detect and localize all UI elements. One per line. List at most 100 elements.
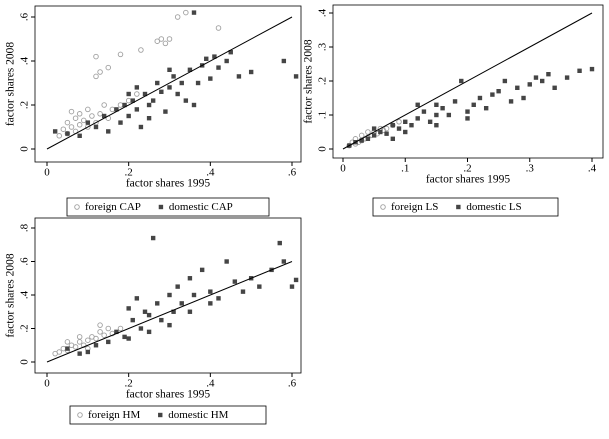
point bbox=[346, 142, 352, 149]
y-tick-label: .4 bbox=[19, 290, 31, 299]
point bbox=[515, 85, 520, 90]
x-tick-label: .4 bbox=[206, 167, 215, 179]
point bbox=[76, 122, 83, 128]
point bbox=[105, 64, 111, 71]
point bbox=[159, 317, 164, 323]
point bbox=[174, 14, 181, 20]
point bbox=[293, 74, 299, 79]
point bbox=[371, 126, 377, 131]
x-tick-label: .2 bbox=[125, 378, 133, 390]
point bbox=[508, 99, 514, 104]
x-tick-label: 0 bbox=[340, 163, 346, 175]
point bbox=[187, 309, 193, 314]
point bbox=[446, 112, 452, 118]
y-tick-label: 0 bbox=[317, 146, 329, 152]
point bbox=[564, 75, 570, 80]
point bbox=[134, 91, 140, 97]
point bbox=[65, 346, 70, 351]
point bbox=[409, 123, 414, 128]
point bbox=[415, 102, 420, 107]
point bbox=[158, 36, 165, 42]
y-tick-label: .2 bbox=[19, 324, 31, 332]
point bbox=[89, 113, 95, 119]
point bbox=[118, 120, 123, 125]
point bbox=[163, 109, 168, 114]
point bbox=[146, 116, 152, 121]
point bbox=[122, 334, 127, 340]
point bbox=[93, 73, 99, 80]
point bbox=[403, 129, 408, 135]
point bbox=[183, 9, 189, 16]
x-tick-label: 0 bbox=[44, 167, 50, 179]
point bbox=[589, 66, 595, 72]
plot-frame bbox=[34, 5, 302, 163]
legend-label: foreign CAP bbox=[85, 201, 141, 213]
point bbox=[166, 36, 173, 42]
y-tick-label: .2 bbox=[19, 101, 31, 109]
point bbox=[97, 111, 103, 117]
point bbox=[465, 116, 470, 121]
point bbox=[477, 95, 483, 101]
point bbox=[142, 309, 148, 314]
x-tick-label: .1 bbox=[401, 163, 409, 175]
point bbox=[101, 102, 107, 108]
point bbox=[134, 296, 140, 301]
point bbox=[359, 138, 364, 143]
point bbox=[421, 109, 427, 114]
legend-label: domestic CAP bbox=[169, 201, 233, 213]
point bbox=[204, 56, 209, 61]
legend-marker bbox=[380, 204, 386, 210]
point bbox=[65, 131, 70, 136]
point bbox=[434, 102, 439, 107]
point bbox=[440, 106, 445, 111]
point bbox=[80, 342, 87, 349]
legend-label: domestic LS bbox=[466, 201, 521, 213]
point bbox=[179, 301, 184, 306]
point bbox=[142, 91, 148, 97]
point bbox=[60, 126, 67, 132]
point bbox=[452, 99, 458, 104]
legend-marker bbox=[456, 204, 461, 210]
point bbox=[179, 80, 184, 86]
y-tick-label: .2 bbox=[317, 77, 329, 85]
point bbox=[85, 106, 91, 113]
point bbox=[224, 259, 229, 264]
point bbox=[257, 284, 262, 289]
point bbox=[552, 85, 557, 90]
point bbox=[155, 80, 160, 86]
point bbox=[134, 85, 140, 90]
point bbox=[126, 306, 131, 311]
point bbox=[80, 117, 87, 124]
point bbox=[72, 344, 79, 350]
x-axis-label: factor shares 1995 bbox=[126, 178, 211, 190]
point bbox=[150, 98, 156, 103]
y-tick-label: .8 bbox=[19, 223, 31, 232]
point bbox=[85, 349, 91, 355]
point bbox=[93, 335, 99, 342]
point bbox=[521, 95, 526, 101]
point bbox=[97, 329, 103, 335]
point bbox=[175, 284, 180, 289]
legend-label: domestic HM bbox=[168, 409, 228, 421]
x-tick-label: .4 bbox=[588, 163, 597, 175]
point bbox=[93, 343, 99, 348]
legend-label: foreign HM bbox=[88, 409, 140, 421]
point bbox=[240, 289, 246, 294]
y-tick-label: .4 bbox=[19, 56, 31, 65]
x-tick-label: .2 bbox=[463, 163, 471, 175]
point bbox=[76, 334, 83, 340]
y-axis-label: factor shares 2008 bbox=[5, 42, 17, 127]
point bbox=[365, 129, 371, 135]
panel: 0 .1 .2 .3 .4 0 .1 .2 .3 .4 factor shares 1995 fact… bbox=[303, 4, 604, 217]
point bbox=[101, 113, 107, 119]
point bbox=[114, 107, 119, 112]
point bbox=[126, 91, 131, 97]
point bbox=[76, 339, 83, 345]
point bbox=[167, 322, 172, 328]
point bbox=[171, 309, 176, 314]
point bbox=[365, 136, 371, 141]
point bbox=[232, 279, 238, 284]
point bbox=[383, 125, 390, 132]
point bbox=[68, 108, 75, 115]
